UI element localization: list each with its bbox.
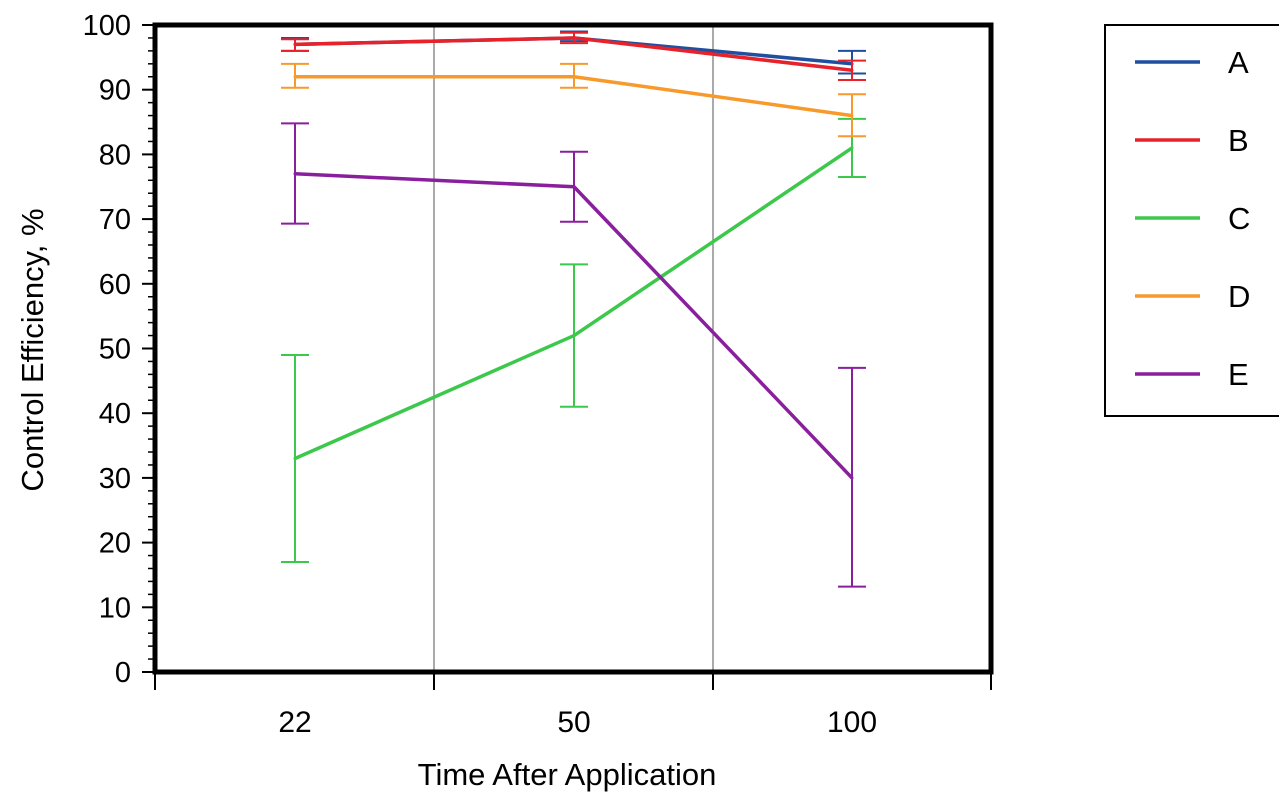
x-tick-label: 50 bbox=[557, 706, 590, 739]
legend: A B C D E bbox=[1104, 24, 1279, 417]
y-tick-label: 50 bbox=[99, 334, 131, 366]
legend-label: E bbox=[1228, 357, 1249, 392]
y-tick-label: 40 bbox=[99, 398, 131, 430]
legend-label: D bbox=[1228, 279, 1250, 314]
data-point bbox=[572, 185, 576, 189]
y-tick-label: 80 bbox=[99, 139, 131, 171]
x-axis-label: Time After Application bbox=[418, 757, 717, 792]
y-axis: 0 10 20 30 40 50 60 70 80 90 100 bbox=[83, 10, 155, 689]
data-point bbox=[293, 172, 297, 176]
data-point bbox=[293, 456, 297, 460]
y-tick-label: 0 bbox=[115, 657, 131, 689]
y-tick-label: 30 bbox=[99, 463, 131, 495]
legend-item-A: A bbox=[1135, 45, 1249, 80]
data-point bbox=[572, 334, 576, 338]
legend-item-E: E bbox=[1135, 357, 1249, 392]
data-point bbox=[572, 75, 576, 79]
x-tick-label: 100 bbox=[827, 706, 877, 739]
data-point bbox=[572, 36, 576, 40]
legend-frame bbox=[1104, 24, 1279, 417]
x-axis: 22 50 100 bbox=[154, 672, 992, 739]
series-B bbox=[281, 31, 866, 81]
data-point bbox=[850, 146, 854, 150]
y-axis-label: Control Efficiency, % bbox=[15, 208, 50, 491]
data-point bbox=[293, 42, 297, 46]
x-tick-label: 22 bbox=[278, 706, 311, 739]
legend-item-B: B bbox=[1135, 123, 1249, 158]
legend-item-D: D bbox=[1135, 279, 1250, 314]
series-E bbox=[281, 122, 866, 588]
y-tick-label: 100 bbox=[83, 10, 131, 42]
data-point bbox=[850, 114, 854, 118]
grid-lines bbox=[433, 25, 714, 672]
series-layer bbox=[281, 30, 866, 588]
legend-label: A bbox=[1228, 45, 1249, 80]
legend-label: C bbox=[1228, 201, 1250, 236]
y-tick-label: 10 bbox=[99, 592, 131, 624]
y-tick-label: 90 bbox=[99, 75, 131, 107]
y-tick-label: 60 bbox=[99, 269, 131, 301]
y-tick-label: 70 bbox=[99, 204, 131, 236]
data-point bbox=[850, 476, 854, 480]
legend-item-C: C bbox=[1135, 201, 1250, 236]
y-tick-label: 20 bbox=[99, 528, 131, 560]
data-point bbox=[850, 68, 854, 72]
series-D bbox=[281, 62, 866, 138]
legend-label: B bbox=[1228, 123, 1249, 158]
data-point bbox=[293, 75, 297, 79]
